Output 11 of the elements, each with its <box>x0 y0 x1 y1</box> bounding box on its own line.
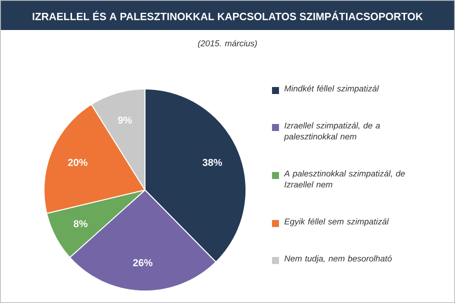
legend-label: Izraellel szimpatizál, de a palesztinokkal nem <box>284 122 380 142</box>
legend-label: Mindkét féllel szimpatizál <box>284 85 379 94</box>
data-label: 26% <box>133 259 152 266</box>
data-label: 20% <box>68 158 88 166</box>
chart-subtitle: (2015. március) <box>198 40 257 48</box>
data-label: 8% <box>74 220 88 228</box>
legend-label: A palesztinokkal szimpatizál, de Izraellel nem <box>284 170 405 188</box>
chart-title: IZRAELLEL ÉS A PALESZTINOKKAL KAPCSOLATOS SZIMPÁTIACSOPORTOK <box>32 10 423 20</box>
legend-label: Nem tudja, nem besorolható <box>284 255 392 264</box>
data-label: 38% <box>202 158 222 166</box>
legend-label: Egyik féllel sem szimpatizál <box>284 218 389 226</box>
